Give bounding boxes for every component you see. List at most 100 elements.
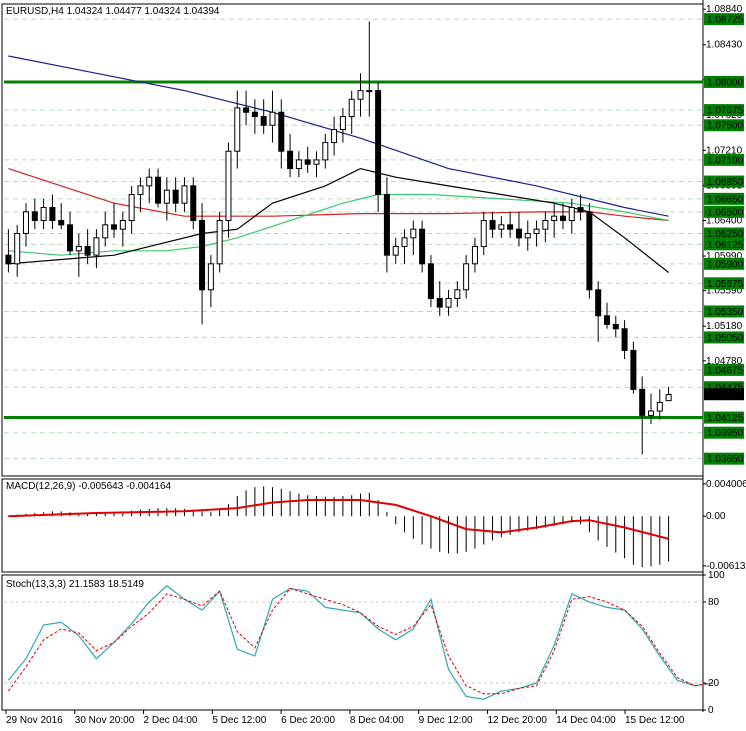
candle-body-bull: [146, 176, 153, 187]
candle: [40, 198, 47, 230]
candle-body-bull: [348, 98, 355, 118]
candle: [577, 194, 584, 221]
candle-body-bear: [278, 111, 285, 152]
level-label-box: [704, 75, 744, 88]
candle: [14, 224, 21, 277]
time-tick-label: 30 Nov 20:00: [75, 715, 135, 726]
time-tick-label: 12 Dec 20:00: [487, 715, 547, 726]
level-label: 1.05050: [707, 333, 744, 344]
candle-body-bear: [304, 159, 311, 165]
stoch-main-line: [7, 585, 713, 700]
level-label: 1.07675: [707, 106, 744, 117]
candle: [436, 281, 443, 316]
candle-body-bull: [137, 185, 144, 196]
candle: [260, 99, 267, 134]
candle: [366, 21, 373, 117]
candle: [58, 203, 65, 230]
candle-body-bear: [49, 207, 56, 222]
candle: [137, 177, 144, 212]
candle-body-bull: [40, 207, 47, 222]
level-label: 1.03950: [707, 428, 744, 439]
moving-average-line: [8, 55, 669, 217]
candle: [322, 133, 329, 169]
candle: [445, 289, 452, 316]
candle: [225, 142, 232, 238]
candle: [93, 229, 100, 269]
candle: [155, 168, 162, 208]
candle-body-bear: [5, 254, 12, 265]
level-label: 1.06125: [707, 240, 744, 251]
time-tick-label: 5 Dec 12:00: [212, 715, 266, 726]
level-label-box: [704, 452, 744, 465]
candle-body-bear: [507, 224, 514, 230]
stoch-signal-line: [7, 587, 713, 695]
candle: [102, 211, 109, 247]
candle: [295, 151, 302, 178]
candle: [243, 90, 250, 126]
candle: [111, 203, 118, 238]
candle-body-bear: [639, 388, 646, 416]
candle: [612, 315, 619, 338]
candle-body-bull: [313, 159, 320, 165]
candle: [647, 393, 654, 425]
candle-body-bull: [102, 224, 109, 239]
candle: [339, 107, 346, 143]
candle-body-bull: [216, 220, 223, 265]
level-label: 1.07500: [707, 121, 744, 132]
candle: [498, 216, 505, 238]
candle-body-bull: [339, 116, 346, 131]
candle-body-bull: [463, 263, 470, 291]
level-label: 1.03650: [707, 454, 744, 465]
candle-body-bear: [577, 207, 584, 213]
level-label-box: [704, 153, 744, 166]
price-tick-label: 1.05590: [706, 286, 743, 297]
candle-body-bull: [392, 245, 399, 256]
level-label: 1.06500: [707, 207, 744, 218]
candle-body-bull: [225, 150, 232, 222]
candle-body-bull: [207, 263, 214, 291]
candle-body-bear: [489, 220, 496, 230]
moving-averages: [8, 55, 669, 273]
candle: [630, 341, 637, 394]
candle-body-bull: [551, 215, 558, 222]
candle: [313, 151, 320, 178]
time-tick-label: 15 Dec 12:00: [625, 715, 685, 726]
candle-body-bull: [647, 410, 654, 416]
candle-body-bull: [656, 401, 663, 412]
candle-body-bull: [93, 237, 100, 256]
candle: [172, 177, 179, 212]
candle-body-bull: [401, 237, 408, 247]
candle: [410, 220, 417, 256]
price-tick-label: 1.05180: [706, 321, 743, 332]
candle: [463, 255, 470, 299]
macd-signal-line: [8, 499, 669, 540]
stoch-tick-label: 100: [708, 570, 725, 581]
candle-body-bull: [366, 90, 373, 93]
panel-frame: [1, 574, 704, 711]
candle: [67, 211, 74, 256]
candle-body-bull: [568, 207, 575, 222]
stochastic-panel: 100 80 20 0: [4, 570, 725, 716]
candle: [665, 386, 672, 402]
candle-body-bull: [331, 129, 338, 144]
candle-body-bull: [269, 111, 276, 126]
candle: [216, 211, 223, 273]
candle-body-bull: [295, 159, 302, 170]
candle: [278, 99, 285, 169]
level-label: 1.08000: [707, 77, 744, 88]
candle: [234, 90, 241, 169]
candle: [163, 177, 170, 221]
candle: [603, 302, 610, 329]
candle: [331, 116, 338, 156]
candle-body-bear: [612, 323, 619, 330]
candle-body-bull: [524, 233, 531, 239]
candle: [401, 229, 408, 264]
candle: [23, 203, 30, 247]
candle-body-bear: [427, 263, 434, 299]
stoch-tick-label: 80: [708, 597, 720, 608]
price-tick-label: 1.06400: [706, 216, 743, 227]
candle: [595, 281, 602, 342]
level-label-box: [704, 305, 744, 318]
level-label: 1.05900: [707, 259, 744, 270]
candle: [75, 233, 82, 277]
